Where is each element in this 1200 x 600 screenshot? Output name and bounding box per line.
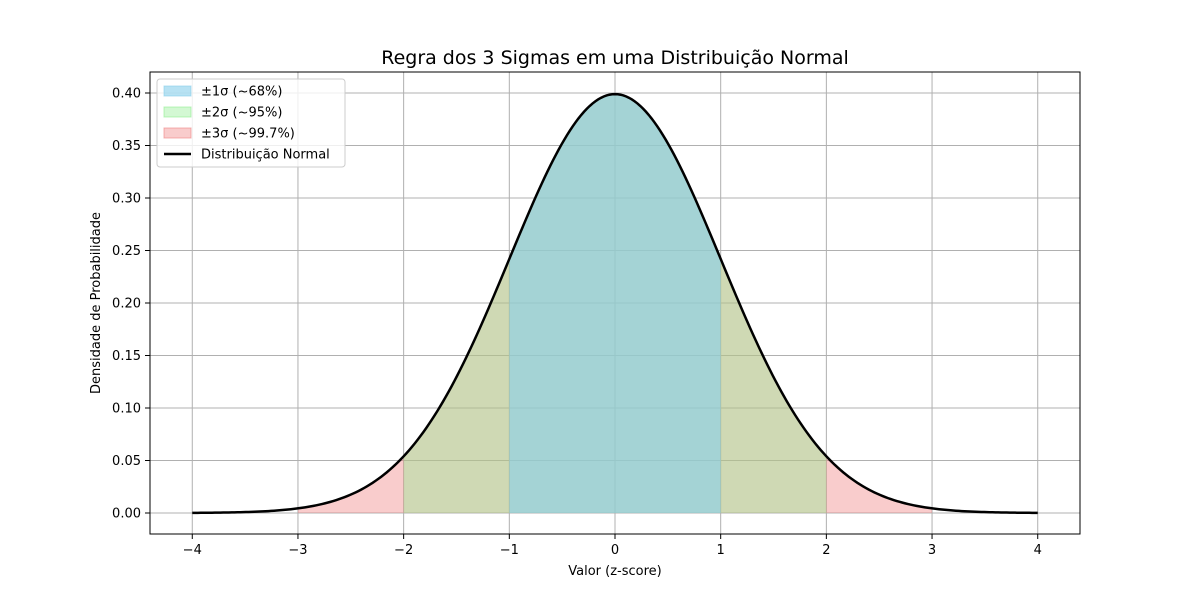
legend-swatch <box>163 127 192 139</box>
y-tick-label: 0.35 <box>112 139 141 154</box>
x-tick-label: 4 <box>1034 543 1042 558</box>
y-tick-label: 0.30 <box>112 192 141 207</box>
y-ticks: 0.00 0.05 0.10 0.15 0.20 0.25 0.30 0.35 0.40 <box>112 87 150 522</box>
curve-layer <box>192 92 1038 515</box>
chart-title: Regra dos 3 Sigmas em uma Distribuição N… <box>381 47 849 69</box>
legend: ±1σ (~68%) ±2σ (~95%) ±3σ (~99.7%) Distribu… <box>156 78 346 168</box>
legend-swatch <box>163 106 192 118</box>
y-tick-label: 0.40 <box>112 87 141 102</box>
x-tick-label: 3 <box>928 543 936 558</box>
x-ticks: −4 −3 −2 −1 0 1 2 3 4 <box>183 534 1042 558</box>
legend-label: ±3σ (~99.7%) <box>201 127 295 142</box>
x-tick-label: −1 <box>500 543 519 558</box>
sigma-bands <box>297 94 933 514</box>
legend-box <box>156 78 346 168</box>
x-tick-label: −2 <box>394 543 413 558</box>
y-tick-label: 0.20 <box>112 297 141 312</box>
legend-label: Distribuição Normal <box>201 148 330 163</box>
x-tick-label: 0 <box>611 543 619 558</box>
y-tick-label: 0.05 <box>112 454 141 469</box>
y-tick-label: 0.00 <box>112 507 141 522</box>
legend-label: ±2σ (~95%) <box>201 106 282 121</box>
legend-swatch <box>163 85 192 97</box>
y-axis-label: Densidade de Probabilidade <box>89 212 104 394</box>
y-tick-label: 0.10 <box>112 402 141 417</box>
x-tick-label: −4 <box>183 543 202 558</box>
band-area <box>509 94 721 514</box>
x-axis-label: Valor (z-score) <box>568 564 661 579</box>
x-tick-label: 1 <box>717 543 725 558</box>
y-tick-label: 0.15 <box>112 349 141 364</box>
normal-curve-line <box>192 92 1038 515</box>
x-tick-label: 2 <box>822 543 830 558</box>
x-tick-label: −3 <box>288 543 307 558</box>
y-tick-label: 0.25 <box>112 244 141 259</box>
legend-label: ±1σ (~68%) <box>201 85 282 100</box>
